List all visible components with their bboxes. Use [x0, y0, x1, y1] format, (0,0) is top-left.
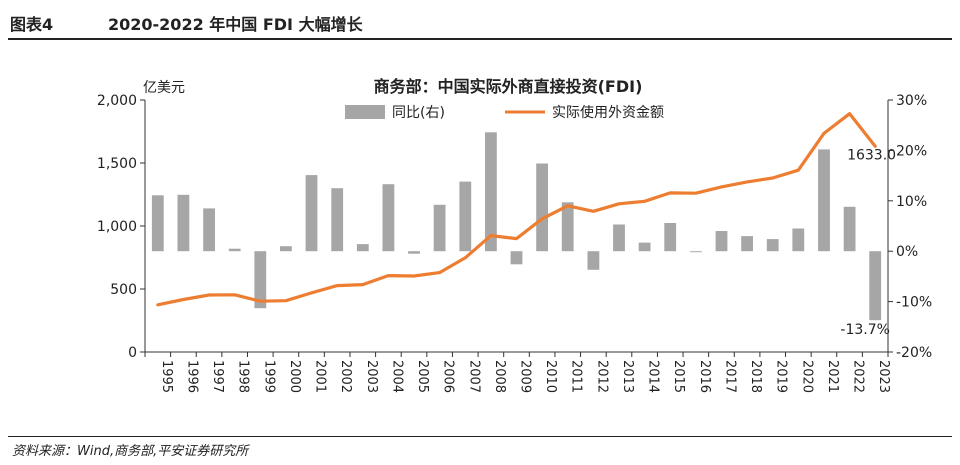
fdi-chart: 商务部：中国实际外商直接投资(FDI) 亿美元 同比(右) 实际使用外资金额 0… — [97, 77, 932, 393]
bar-series — [151, 132, 882, 321]
source-note: 资料来源：Wind,商务部,平安证券研究所 — [12, 444, 249, 459]
figure-title: 2020-2022 年中国 FDI 大幅增长 — [108, 15, 363, 34]
bar-2023 — [869, 251, 882, 321]
legend-bar-label: 同比(右) — [392, 105, 445, 121]
bar-2014 — [638, 242, 651, 252]
bar-2009 — [510, 251, 523, 265]
bar-2010 — [536, 163, 548, 252]
x-tick-label: 2018 — [748, 360, 763, 393]
bar-2021 — [818, 149, 830, 252]
x-tick-label: 1999 — [261, 360, 276, 393]
bar-2012 — [587, 251, 600, 270]
right-tick-label: -20% — [896, 345, 932, 361]
x-tick-label: 2006 — [441, 360, 456, 393]
x-tick-label: 2016 — [697, 360, 712, 393]
x-tick-label: 2003 — [364, 360, 379, 393]
bar-2005 — [408, 251, 420, 254]
x-tick-label: 2000 — [287, 360, 302, 393]
left-axis-unit: 亿美元 — [143, 80, 185, 96]
bar-1999 — [254, 251, 267, 309]
bar-1998 — [228, 248, 241, 252]
x-tick-label: 2015 — [671, 360, 686, 393]
annotation-label: 1633.0 — [847, 148, 896, 164]
footer-divider — [8, 436, 952, 437]
bar-2008 — [485, 132, 497, 252]
left-tick-label: 1,500 — [97, 156, 137, 172]
x-tick-label: 2014 — [646, 360, 661, 393]
bar-2018 — [741, 236, 753, 252]
x-tick-label: 1995 — [159, 360, 174, 393]
bar-2000 — [280, 246, 292, 252]
x-tick-label: 2009 — [518, 360, 533, 393]
bar-2006 — [433, 204, 446, 252]
bar-2001 — [305, 175, 318, 252]
x-tick-label: 2023 — [876, 360, 891, 393]
bar-2020 — [792, 228, 805, 252]
x-tick-label: 2013 — [620, 360, 635, 393]
x-tick-label: 2022 — [851, 360, 866, 393]
right-tick-label: 0% — [896, 244, 918, 260]
x-tick-label: 2002 — [338, 360, 353, 393]
x-tick-label: 2001 — [313, 360, 328, 393]
right-tick-label: -10% — [896, 295, 932, 311]
line-series — [156, 112, 877, 307]
bar-2013 — [613, 224, 625, 252]
bar-2003 — [356, 244, 369, 252]
x-tick-label: 2008 — [492, 360, 507, 393]
x-tick-label: 1996 — [184, 360, 199, 393]
left-tick-label: 500 — [110, 282, 137, 298]
bar-2002 — [331, 188, 344, 252]
annotation-label: -13.7% — [840, 322, 890, 338]
axes: 0 500 1,000 1,500 2,000 -20% -10% 0% 10% 20% 30% 19… — [97, 93, 932, 393]
header-divider — [8, 38, 952, 40]
x-tick-label: 2019 — [774, 360, 789, 393]
right-tick-label: 20% — [896, 143, 927, 159]
bar-2011 — [561, 202, 574, 252]
x-tick-label: 2005 — [415, 360, 430, 393]
legend: 同比(右) 实际使用外资金额 — [345, 104, 664, 121]
right-tick-label: 10% — [896, 194, 927, 210]
legend-line-label: 实际使用外资金额 — [552, 104, 664, 121]
bar-2015 — [664, 223, 677, 252]
figure-header: 图表4 2020-2022 年中国 FDI 大幅增长 — [0, 0, 960, 38]
bar-1996 — [177, 194, 190, 252]
left-tick-label: 1,000 — [97, 219, 137, 235]
x-tick-label: 1998 — [236, 360, 251, 393]
bar-2004 — [382, 184, 395, 252]
x-tick-label: 2012 — [594, 360, 609, 393]
x-tick-label: 1997 — [210, 360, 225, 393]
bar-2019 — [766, 239, 779, 252]
x-tick-label: 2004 — [389, 360, 404, 393]
x-tick-label: 2017 — [722, 360, 737, 393]
bar-2016 — [690, 251, 702, 253]
x-tick-label: 2021 — [825, 360, 840, 393]
figure-label: 图表4 — [10, 15, 54, 34]
bar-2007 — [459, 181, 472, 252]
bar-2022 — [843, 206, 856, 252]
bar-2017 — [715, 231, 728, 252]
right-tick-label: 30% — [896, 93, 927, 109]
left-tick-label: 0 — [128, 345, 137, 361]
x-tick-label: 2010 — [543, 360, 558, 393]
x-tick-label: 2007 — [466, 360, 481, 393]
annotations: 1633.0 -13.7% — [840, 148, 896, 339]
left-tick-label: 2,000 — [97, 93, 137, 109]
chart-title: 商务部：中国实际外商直接投资(FDI) — [374, 77, 643, 96]
bar-1995 — [151, 195, 164, 252]
legend-bar-swatch — [345, 105, 385, 119]
bar-1997 — [203, 208, 215, 252]
x-tick-label: 2020 — [799, 360, 814, 393]
x-tick-label: 2011 — [569, 360, 584, 393]
